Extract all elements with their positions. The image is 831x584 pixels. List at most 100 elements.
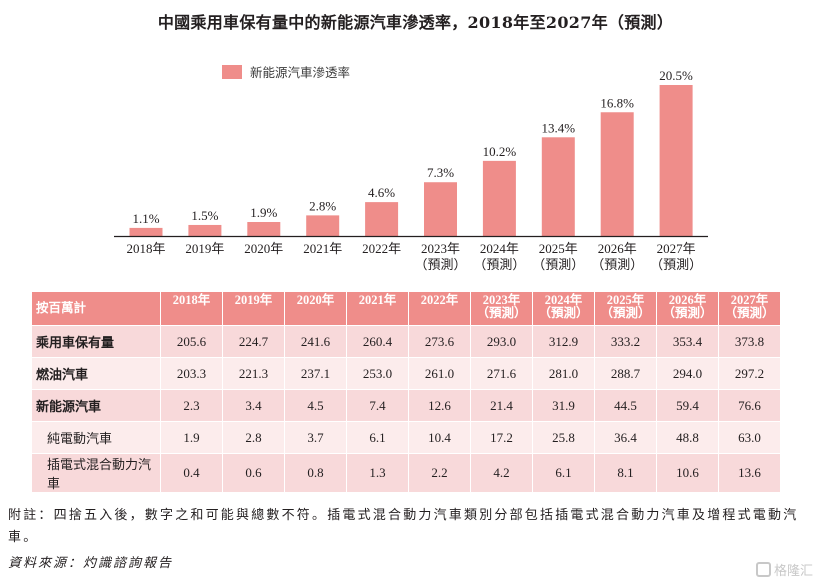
table-cell: 17.2 — [470, 421, 533, 454]
col-year: 2023年 — [482, 293, 521, 307]
bar-2025 — [541, 137, 575, 236]
table-cell: 3.4 — [222, 389, 285, 422]
table-cell: 6.1 — [532, 453, 595, 493]
data-label: 1.1% — [132, 211, 159, 226]
bars-group — [129, 85, 693, 236]
table-cell: 221.3 — [222, 357, 285, 390]
table-cell: 10.4 — [408, 421, 471, 454]
row-label: 乘用車保有量 — [32, 325, 161, 358]
x-tick-label: 2027年 — [657, 241, 696, 256]
table-col-header: 2022年 — [408, 292, 471, 326]
x-tick-label: 2020年 — [244, 241, 283, 256]
table-cell: 373.8 — [718, 325, 781, 358]
bar-2022 — [365, 202, 399, 236]
col-year: 2019年 — [234, 293, 273, 307]
data-label: 4.6% — [368, 185, 395, 200]
data-label: 1.5% — [191, 208, 218, 223]
table-col-header: 2020年 — [284, 292, 347, 326]
col-year: 2025年 — [606, 293, 645, 307]
x-tick-label: 2019年 — [185, 241, 224, 256]
table-col-header: 2023年 （預測） — [470, 292, 533, 326]
table-col-header: 2019年 — [222, 292, 285, 326]
table-cell: 4.2 — [470, 453, 533, 493]
data-label: 1.9% — [250, 205, 277, 220]
col-year: 2022年 — [420, 293, 459, 307]
row-label: 燃油汽車 — [32, 357, 161, 390]
table-cell: 203.3 — [160, 357, 223, 390]
bar-2027 — [659, 85, 693, 236]
legend-label: 新能源汽車滲透率 — [250, 65, 351, 80]
table-cell: 271.6 — [470, 357, 533, 390]
table-cell: 261.0 — [408, 357, 471, 390]
table-cell: 10.6 — [656, 453, 719, 493]
col-year: 2021年 — [358, 293, 397, 307]
table-cell: 205.6 — [160, 325, 223, 358]
x-tick-sublabel: （預測） — [532, 257, 584, 272]
table-cell: 12.6 — [408, 389, 471, 422]
table-cell: 237.1 — [284, 357, 347, 390]
table-cell: 4.5 — [284, 389, 347, 422]
bar-2023 — [424, 182, 457, 236]
data-label: 10.2% — [483, 144, 517, 159]
table-cell: 59.4 — [656, 389, 719, 422]
table-cell: 6.1 — [346, 421, 409, 454]
table-cell: 1.9 — [160, 421, 223, 454]
table-row: 插電式混合動力汽車 0.4 0.6 0.8 1.3 2.2 4.2 6.1 8.1 10.6 13.… — [32, 453, 781, 493]
footnote: 附註：四捨五入後，數字之和可能與總數不符。插電式混合動力汽車類別分部包括插電式混… — [8, 508, 799, 545]
table-cell: 260.4 — [346, 325, 409, 358]
table-cell: 7.4 — [346, 389, 409, 422]
table-row: 乘用車保有量 205.6 224.7 241.6 260.4 273.6 293.0 312.… — [32, 325, 781, 358]
watermark: 格隆汇 — [756, 560, 813, 579]
table-cell: 293.0 — [470, 325, 533, 358]
table-cell: 76.6 — [718, 389, 781, 422]
bar-chart: 1.1% 2018年 1.5% 2019年 1.9% 2020年 2.8% 2021年 4.6%… — [114, 68, 708, 272]
table-col-header: 2021年 — [346, 292, 409, 326]
gelonghui-logo-icon — [756, 562, 771, 577]
table-cell: 0.8 — [284, 453, 347, 493]
table-cell: 2.3 — [160, 389, 223, 422]
x-tick-label: 2025年 — [539, 241, 578, 256]
table-cell: 312.9 — [532, 325, 595, 358]
chart-title: 中國乘用車保有量中的新能源汽車滲透率，2018年至2027年（預測） — [157, 13, 674, 32]
data-label: 13.4% — [542, 120, 576, 135]
table-cell: 48.8 — [656, 421, 719, 454]
table-cell: 25.8 — [532, 421, 595, 454]
chart-legend: 新能源汽車滲透率 — [222, 62, 350, 81]
x-tick-label: 2024年 — [480, 241, 519, 256]
col-sub: （預測） — [662, 306, 713, 320]
table-row: 純電動汽車 1.9 2.8 3.7 6.1 10.4 17.2 25.8 36.4 48.8 63.… — [32, 421, 781, 454]
x-tick-label: 2022年 — [362, 241, 401, 256]
table-cell: 31.9 — [532, 389, 595, 422]
row-label: 新能源汽車 — [32, 389, 161, 422]
data-label: 16.8% — [600, 95, 634, 110]
bar-2024 — [482, 160, 516, 236]
table-col-header: 2024年 （預測） — [532, 292, 595, 326]
col-sub: （預測） — [538, 306, 589, 320]
table-unit-label: 按百萬計 — [32, 292, 161, 326]
table-cell: 13.6 — [718, 453, 781, 493]
legend-swatch — [222, 64, 242, 79]
table-col-header: 2026年 （預測） — [656, 292, 719, 326]
table-cell: 3.7 — [284, 421, 347, 454]
data-label: 20.5% — [659, 68, 693, 83]
x-tick-label: 2021年 — [303, 241, 342, 256]
table-cell: 63.0 — [718, 421, 781, 454]
row-label: 純電動汽車 — [32, 421, 161, 454]
table-row: 燃油汽車 203.3 221.3 237.1 253.0 261.0 271.6 281.0 2… — [32, 357, 781, 390]
table-cell: 1.3 — [346, 453, 409, 493]
table-cell: 294.0 — [656, 357, 719, 390]
col-year: 2026年 — [668, 293, 707, 307]
col-sub: （預測） — [476, 306, 527, 320]
bar-2026 — [600, 112, 634, 236]
table-cell: 281.0 — [532, 357, 595, 390]
table-row: 新能源汽車 2.3 3.4 4.5 7.4 12.6 21.4 31.9 44.5 59.4 76.… — [32, 389, 781, 422]
table-cell: 0.4 — [160, 453, 223, 493]
table-cell: 273.6 — [408, 325, 471, 358]
table-cell: 2.8 — [222, 421, 285, 454]
table-col-header: 2027年 （預測） — [718, 292, 781, 326]
col-year: 2027年 — [730, 293, 769, 307]
x-tick-label: 2018年 — [126, 241, 165, 256]
table-header-row: 按百萬計 2018年 2019年 2020年 2021年 2022年 2023年… — [32, 292, 781, 326]
bar-2021 — [306, 215, 340, 236]
table-cell: 288.7 — [594, 357, 657, 390]
